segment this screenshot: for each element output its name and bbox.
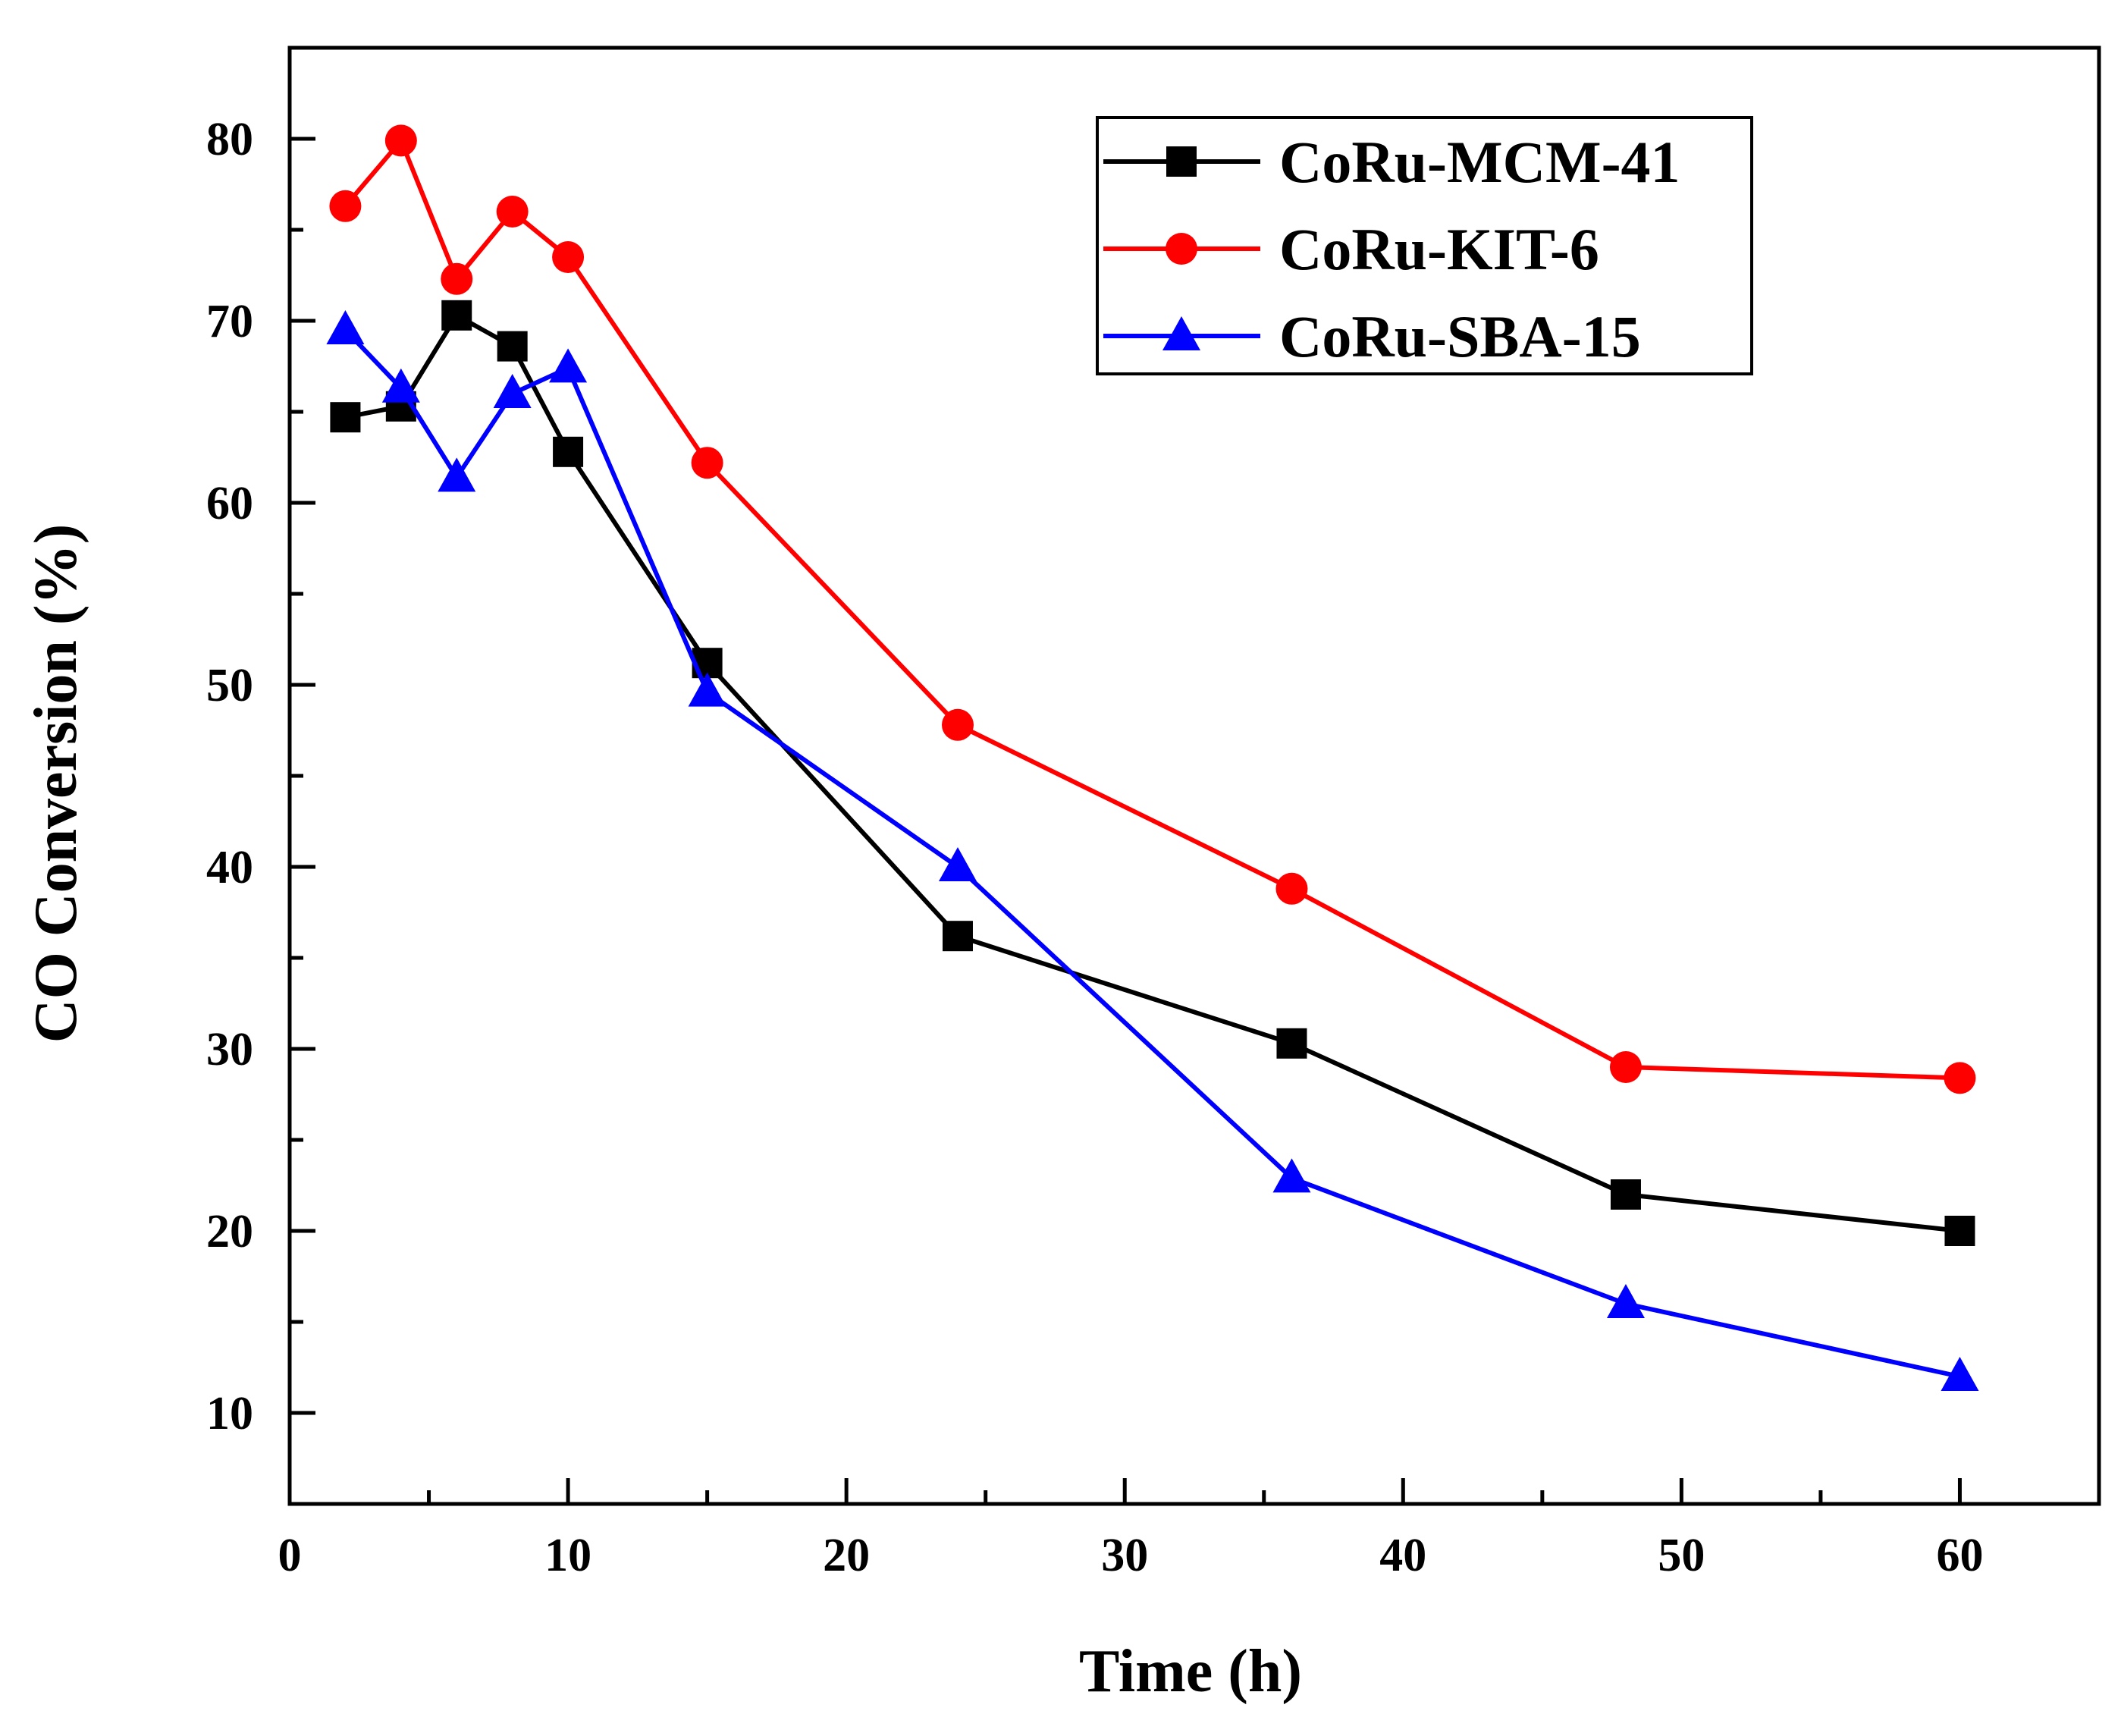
y-tick-label: 50 — [206, 660, 253, 711]
data-point — [438, 457, 476, 492]
data-point — [688, 672, 726, 707]
y-tick-label: 30 — [206, 1024, 253, 1075]
x-tick-label: 10 — [544, 1530, 591, 1581]
x-axis-title: Time (h) — [1079, 1638, 1302, 1705]
y-tick-label: 60 — [206, 478, 253, 529]
data-point — [1941, 1357, 1979, 1391]
legend-item: CoRu-SBA-15 — [1103, 303, 1641, 369]
data-point — [1276, 1028, 1307, 1059]
series-line — [344, 312, 1960, 1233]
y-tick-label: 70 — [206, 296, 253, 347]
data-point — [381, 368, 420, 403]
data-point — [384, 124, 417, 157]
legend-marker — [1166, 233, 1197, 265]
data-point — [493, 374, 532, 408]
data-point — [441, 300, 472, 331]
data-point — [549, 348, 588, 383]
series-line — [344, 138, 1960, 1081]
legend-marker — [1166, 146, 1197, 177]
data-point — [441, 262, 473, 295]
data-point — [1606, 1284, 1645, 1318]
y-axis-title: CO Conversion (%) — [23, 524, 89, 1043]
data-point — [329, 190, 362, 222]
legend-marker — [1162, 316, 1200, 350]
x-tick-label: 40 — [1379, 1530, 1426, 1581]
data-point — [497, 331, 528, 362]
x-tick-label: 60 — [1936, 1530, 1983, 1581]
data-point — [941, 708, 974, 741]
y-tick-label: 80 — [206, 114, 253, 165]
legend-item: CoRu-KIT-6 — [1103, 216, 1599, 282]
data-point — [1275, 872, 1308, 905]
y-axis: 10 20 30 40 50 60 70 80 — [206, 114, 315, 1439]
y-tick-label: 20 — [206, 1206, 253, 1257]
data-point — [938, 847, 977, 881]
series-coru-mcm-41 — [330, 300, 1975, 1246]
series-coru-sba-15 — [326, 310, 1979, 1391]
data-point — [553, 436, 584, 467]
data-point — [552, 241, 585, 273]
legend-label: CoRu-MCM-41 — [1279, 129, 1680, 195]
series-line — [344, 328, 1961, 1379]
y-tick-label: 10 — [206, 1388, 253, 1439]
data-point — [496, 196, 529, 228]
data-point — [1610, 1179, 1641, 1210]
x-tick-label: 30 — [1101, 1530, 1148, 1581]
x-axis: 0 10 20 30 40 50 60 — [278, 1478, 2101, 1581]
series-layer — [326, 124, 1979, 1391]
y-tick-label: 40 — [206, 842, 253, 893]
series-coru-kit-6 — [329, 124, 1976, 1094]
data-point — [330, 402, 361, 433]
data-point — [1944, 1062, 1976, 1094]
legend-item: CoRu-MCM-41 — [1103, 129, 1680, 195]
data-point — [1272, 1158, 1311, 1193]
legend: CoRu-MCM-41 CoRu-KIT-6 CoRu-SBA-15 — [1096, 116, 1753, 375]
x-tick-label: 0 — [278, 1530, 302, 1581]
data-point — [1944, 1216, 1975, 1246]
data-point — [1609, 1051, 1642, 1083]
legend-label: CoRu-SBA-15 — [1279, 303, 1641, 369]
data-point — [942, 921, 973, 952]
x-tick-label: 50 — [1658, 1530, 1705, 1581]
data-point — [326, 310, 365, 344]
legend-label: CoRu-KIT-6 — [1279, 216, 1599, 282]
x-tick-label: 20 — [823, 1530, 870, 1581]
data-point — [691, 447, 723, 479]
